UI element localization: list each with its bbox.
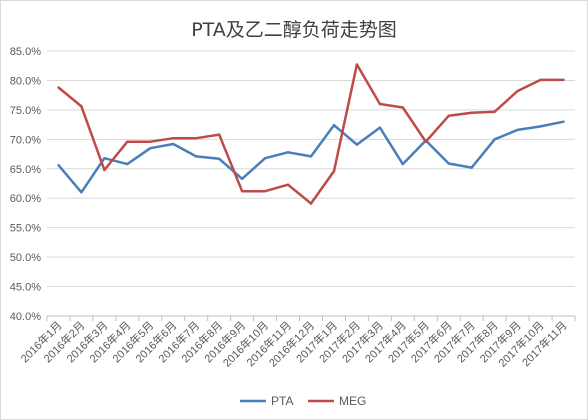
data-point-pta bbox=[309, 155, 313, 158]
data-point-meg bbox=[493, 110, 496, 113]
data-point-pta bbox=[217, 157, 221, 160]
y-tick-label: 70.0% bbox=[10, 134, 41, 146]
data-point-pta bbox=[355, 143, 359, 146]
data-point-meg bbox=[516, 89, 519, 93]
y-tick-label: 85.0% bbox=[10, 46, 41, 58]
chart-title: PTA及乙二醇负荷走势图 bbox=[191, 19, 397, 41]
data-point-pta bbox=[195, 155, 198, 158]
data-point-pta bbox=[80, 191, 83, 194]
data-point-meg bbox=[149, 140, 152, 143]
data-point-pta bbox=[378, 126, 382, 129]
data-point-meg bbox=[447, 114, 450, 117]
data-point-meg bbox=[195, 136, 198, 140]
data-point-meg bbox=[80, 105, 83, 108]
data-point-meg bbox=[172, 136, 175, 140]
data-point-meg bbox=[126, 140, 129, 143]
legend-label-meg: MEG bbox=[339, 394, 366, 408]
data-point-meg bbox=[562, 78, 565, 82]
y-tick-label: 65.0% bbox=[10, 164, 41, 176]
y-tick-label: 60.0% bbox=[10, 193, 41, 205]
data-point-pta bbox=[103, 156, 106, 160]
data-point-pta bbox=[240, 177, 244, 180]
data-point-pta bbox=[516, 128, 519, 132]
series-line-meg bbox=[57, 63, 564, 205]
data-point-pta bbox=[470, 166, 473, 169]
data-point-meg bbox=[103, 168, 106, 172]
data-point-pta bbox=[263, 156, 267, 160]
y-tick-label: 40.0% bbox=[10, 311, 41, 323]
data-point-pta bbox=[332, 124, 336, 127]
y-tick-label: 75.0% bbox=[10, 105, 41, 117]
y-tick-label: 45.0% bbox=[10, 282, 41, 294]
data-point-meg bbox=[401, 106, 405, 109]
data-point-pta bbox=[149, 146, 152, 150]
y-tick-label: 80.0% bbox=[10, 75, 41, 87]
data-point-meg bbox=[539, 78, 542, 82]
data-point-meg bbox=[309, 202, 313, 205]
data-point-meg bbox=[470, 111, 473, 115]
data-point-meg bbox=[217, 133, 221, 136]
data-point-pta bbox=[172, 142, 175, 146]
data-point-meg bbox=[240, 189, 244, 193]
data-point-pta bbox=[286, 151, 290, 154]
data-point-meg bbox=[263, 189, 267, 193]
data-point-meg bbox=[378, 102, 382, 106]
data-point-meg bbox=[332, 169, 336, 173]
data-point-pta bbox=[493, 138, 496, 141]
data-point-meg bbox=[57, 86, 60, 89]
data-point-meg bbox=[286, 183, 290, 186]
data-point-pta bbox=[126, 162, 129, 166]
data-point-pta bbox=[401, 162, 405, 166]
legend-label-pta: PTA bbox=[271, 394, 293, 408]
y-tick-label: 50.0% bbox=[10, 252, 41, 264]
data-point-meg bbox=[424, 140, 427, 143]
y-tick-label: 55.0% bbox=[10, 223, 41, 235]
data-point-pta bbox=[57, 164, 60, 167]
data-point-pta bbox=[539, 125, 542, 128]
data-point-meg bbox=[355, 63, 359, 66]
data-point-pta bbox=[447, 162, 450, 165]
data-point-pta bbox=[562, 120, 565, 123]
